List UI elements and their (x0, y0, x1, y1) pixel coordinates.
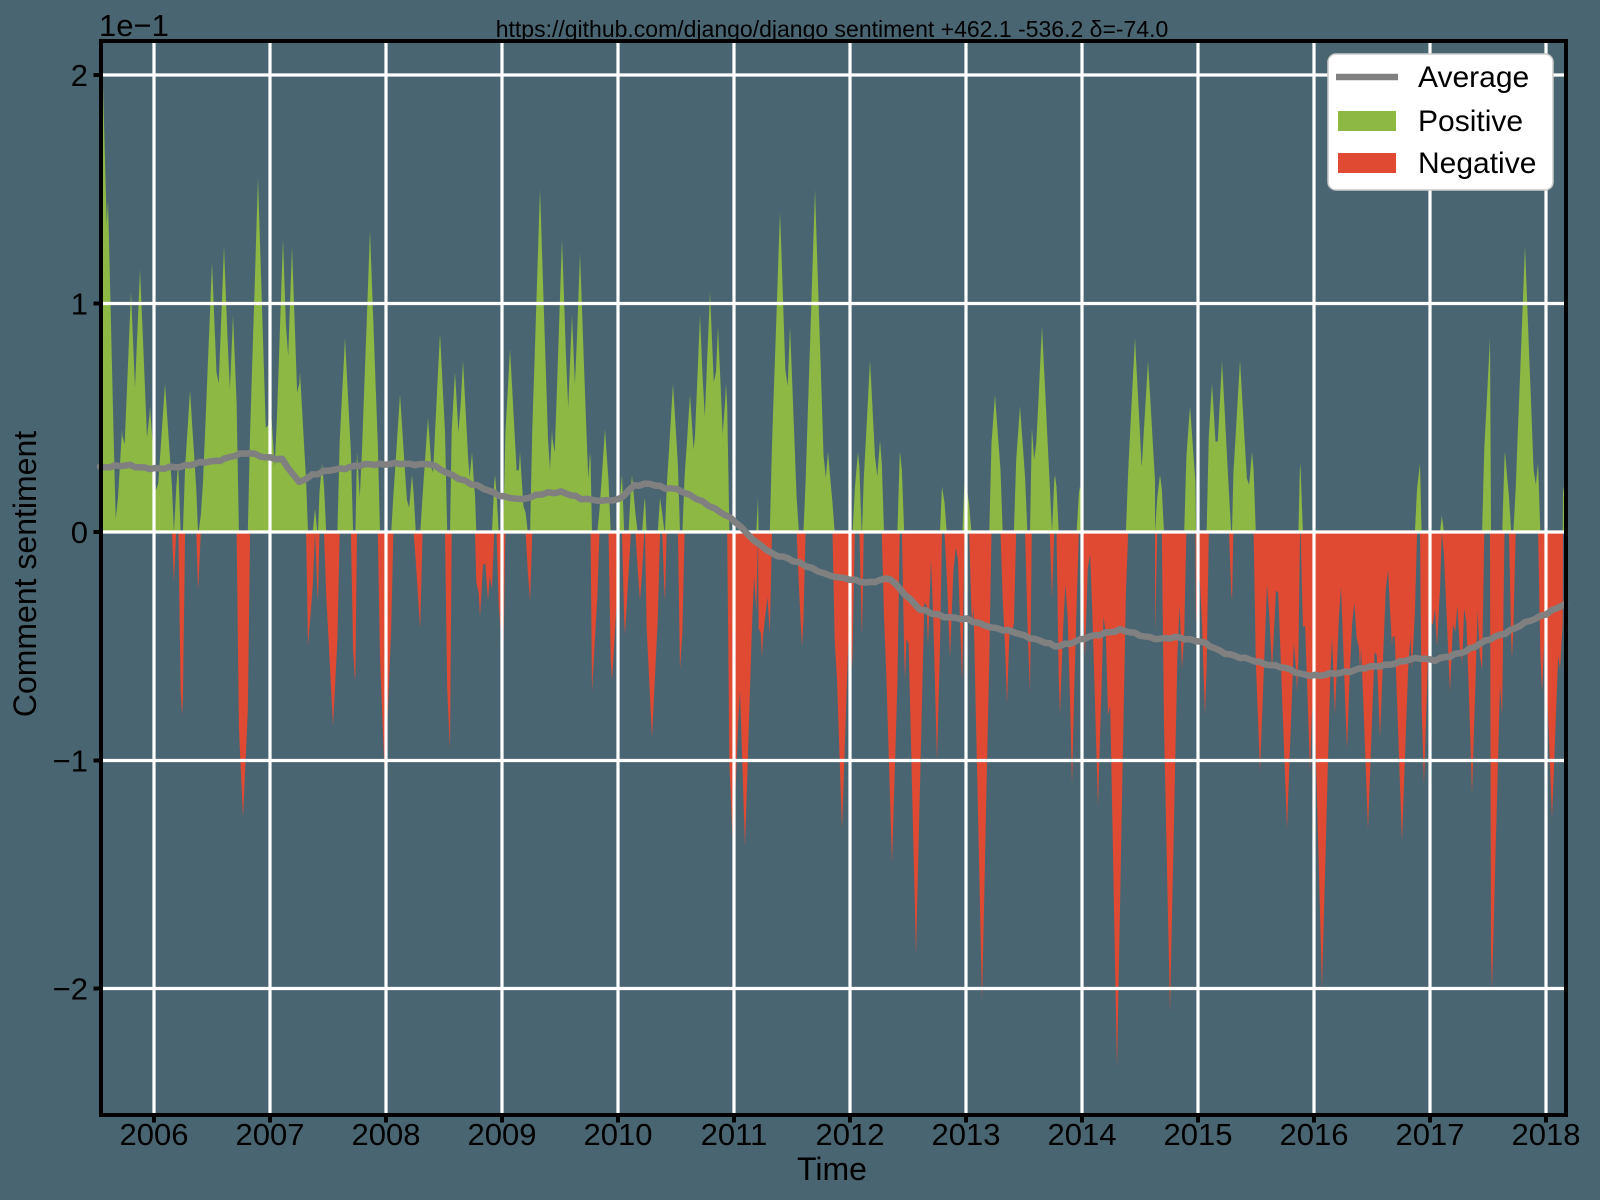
svg-text:Negative: Negative (1418, 147, 1536, 180)
svg-text:Positive: Positive (1418, 105, 1523, 138)
svg-text:2006: 2006 (120, 1117, 189, 1152)
svg-text:1: 1 (71, 287, 88, 322)
svg-text:2011: 2011 (701, 1117, 768, 1152)
svg-text:https://github.com/django/djan: https://github.com/django/django sentime… (496, 16, 1169, 42)
svg-text:2014: 2014 (1048, 1117, 1117, 1152)
svg-text:0: 0 (71, 515, 88, 550)
svg-text:Comment sentiment: Comment sentiment (7, 431, 43, 717)
svg-text:Time: Time (797, 1151, 867, 1187)
svg-text:2008: 2008 (352, 1117, 421, 1152)
svg-text:Average: Average (1418, 61, 1529, 94)
svg-text:2015: 2015 (1164, 1117, 1233, 1152)
svg-text:1e−1: 1e−1 (99, 8, 169, 43)
svg-text:2007: 2007 (236, 1117, 305, 1152)
svg-text:−2: −2 (53, 972, 88, 1007)
svg-text:2009: 2009 (468, 1117, 537, 1152)
svg-text:2: 2 (71, 58, 88, 93)
svg-text:−1: −1 (53, 744, 88, 779)
svg-text:2016: 2016 (1280, 1117, 1349, 1152)
svg-text:2010: 2010 (584, 1117, 653, 1152)
svg-text:2017: 2017 (1396, 1117, 1465, 1152)
svg-text:2013: 2013 (932, 1117, 1001, 1152)
svg-text:2012: 2012 (816, 1117, 885, 1152)
svg-text:2018: 2018 (1512, 1117, 1581, 1152)
